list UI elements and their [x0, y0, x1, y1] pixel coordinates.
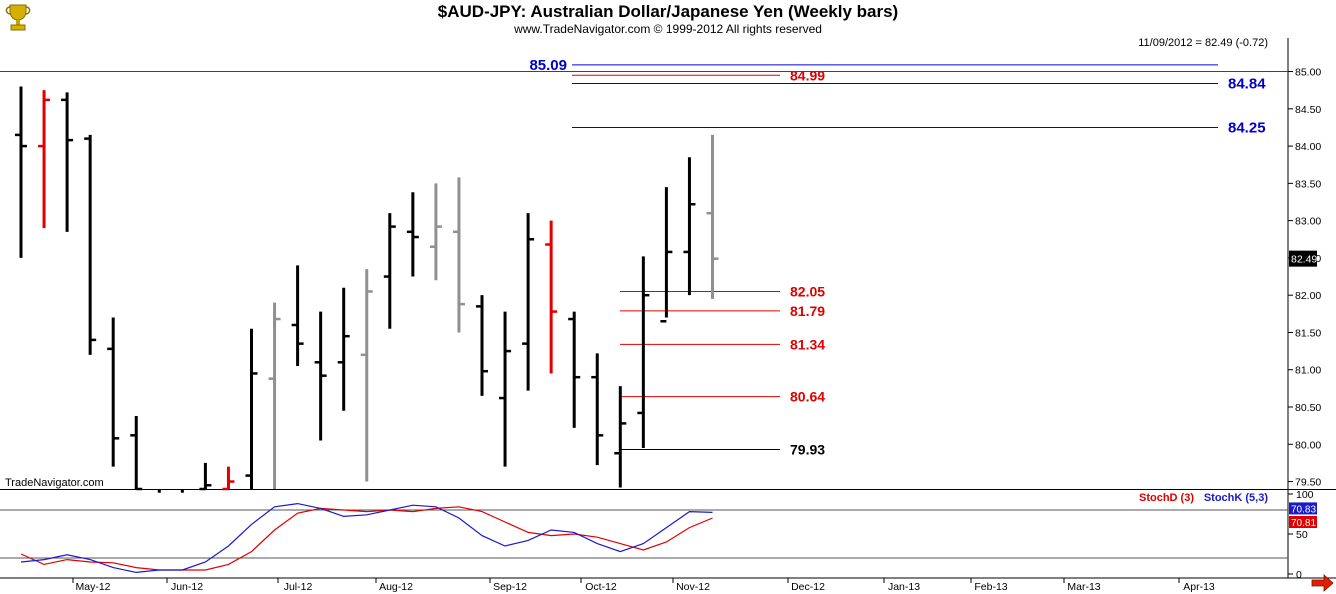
- last-price-box: [1289, 250, 1317, 267]
- x-tick-label: Dec-12: [791, 581, 825, 593]
- price-bar: [61, 92, 74, 232]
- price-bar: [383, 213, 396, 329]
- x-tick-label: Feb-13: [974, 581, 1007, 593]
- level-label: 81.34: [790, 336, 825, 352]
- stoch-value-label: 70.81: [1291, 518, 1316, 529]
- x-tick-label: Jul-12: [284, 581, 313, 593]
- level-label: 79.93: [790, 441, 825, 457]
- x-tick-label: May-12: [75, 581, 110, 593]
- time-axis: May-12 Jun-12 Jul-12 Aug-12 Sep-12 Oct-12 Nov-…: [72, 578, 1215, 593]
- stoch-y-tick-label: 50: [1296, 529, 1308, 541]
- price-bar: [522, 213, 535, 391]
- price-bar: [637, 256, 650, 448]
- y-tick-label: 81.00: [1295, 365, 1321, 377]
- trophy-logo-icon: [5, 4, 31, 31]
- y-tick-label: 82.00: [1295, 290, 1321, 302]
- x-tick-label: Nov-12: [676, 581, 710, 593]
- price-axis: 79.5080.0080.5081.0081.5082.0082.5083.00…: [0, 38, 1336, 579]
- price-bar: [130, 415, 143, 491]
- price-bar: [222, 466, 235, 491]
- stochastic-panel: 0 50 100 70.81 70.83: [0, 489, 1317, 581]
- price-bar: [291, 265, 304, 366]
- price-bar: [314, 311, 327, 441]
- legend-stochd: StochD (3): [1139, 492, 1194, 504]
- x-tick-label: Oct-12: [585, 581, 617, 593]
- price-bar: [360, 269, 373, 482]
- level-label: 80.64: [790, 389, 825, 405]
- price-bar: [660, 187, 673, 323]
- price-bars: [15, 86, 719, 493]
- price-bar: [476, 295, 488, 396]
- watermark: TradeNavigator.com: [5, 477, 104, 489]
- y-tick-label: 84.00: [1295, 141, 1321, 153]
- chart-title: $AUD-JPY: Australian Dollar/Japanese Yen…: [437, 2, 899, 21]
- price-bar: [406, 192, 419, 277]
- chart-header: $AUD-JPY: Australian Dollar/Japanese Yen…: [0, 0, 1336, 38]
- price-bar: [268, 302, 281, 489]
- y-tick-label: 85.00: [1295, 67, 1321, 79]
- price-bar: [614, 386, 627, 488]
- stoch-value-label: 70.83: [1291, 504, 1316, 515]
- stoch-value-box: [1289, 516, 1317, 528]
- level-label: 84.84: [1228, 75, 1266, 92]
- price-bar: [452, 177, 465, 333]
- price-bar: [499, 311, 512, 467]
- price-bar: [706, 134, 719, 299]
- price-bar: [84, 134, 97, 355]
- stoch-y-tick-label: 0: [1296, 569, 1302, 581]
- stochd-line: [20, 506, 713, 571]
- price-bar: [199, 462, 212, 491]
- price-bar: [429, 183, 442, 281]
- level-label: 82.05: [790, 283, 825, 299]
- stoch-y-tick-label: 100: [1296, 489, 1314, 501]
- stoch-value-box: [1289, 502, 1317, 515]
- y-tick-label: 81.50: [1295, 327, 1321, 339]
- y-tick-label: 83.50: [1295, 178, 1321, 190]
- price-bar: [337, 287, 350, 411]
- level-label: 84.99: [790, 67, 825, 83]
- x-tick-label: Jan-13: [888, 581, 920, 593]
- status-readout: 11/09/2012 = 82.49 (-0.72): [1138, 37, 1268, 49]
- chart-subtitle: www.TradeNavigator.com © 1999-2012 All r…: [514, 22, 822, 36]
- scroll-right-arrow-icon[interactable]: [1311, 574, 1334, 592]
- price-bar: [38, 90, 51, 229]
- x-tick-label: Mar-13: [1067, 581, 1100, 593]
- price-bar: [15, 86, 27, 258]
- y-tick-label: 84.50: [1295, 104, 1321, 116]
- x-tick-label: Sep-12: [493, 581, 527, 593]
- level-label: 81.79: [790, 303, 825, 319]
- last-price-label: 82.49: [1291, 254, 1317, 266]
- level-label: 85.09: [529, 57, 567, 74]
- x-tick-label: Apr-13: [1183, 581, 1215, 593]
- price-bar: [107, 317, 120, 467]
- price-levels: 85.09 84.99 84.84 84.25 82.05 81.79 81.34 80.64…: [0, 57, 1288, 457]
- price-bar: [591, 353, 604, 466]
- y-tick-label: 80.00: [1295, 439, 1321, 451]
- price-bar: [568, 311, 581, 428]
- price-bar: [683, 157, 696, 296]
- x-tick-label: Aug-12: [379, 581, 413, 593]
- y-tick-label: 79.50: [1295, 477, 1321, 489]
- level-label: 84.25: [1228, 119, 1266, 136]
- price-bar: [545, 220, 558, 374]
- y-tick-label: 83.00: [1295, 216, 1321, 228]
- stochk-line: [20, 502, 713, 574]
- price-bar: [245, 328, 258, 489]
- y-tick-label: 80.50: [1295, 402, 1321, 414]
- legend-stochk: StochK (5,3): [1204, 492, 1269, 504]
- x-tick-label: Jun-12: [171, 581, 203, 593]
